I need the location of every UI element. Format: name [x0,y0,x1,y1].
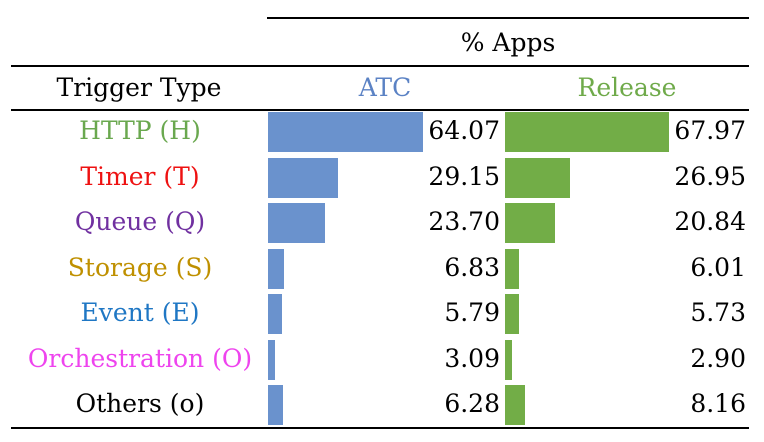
row-label-event-e: Event (E) [80,298,200,327]
bar-release-orchestration-o [505,339,512,380]
value-release-http-h: 67.97 [674,116,746,145]
value-atc-storage-s: 6.83 [444,252,500,282]
row-label-http-h: HTTP (H) [79,116,201,145]
top-rule [267,17,749,19]
value-atc-orchestration-o: 3.09 [444,343,500,373]
value-release-queue-q: 20.84 [674,207,746,236]
bar-release-timer-t [505,157,570,198]
row-label-storage-s: Storage (S) [67,252,213,282]
row-label-orchestration-o: Orchestration (O) [27,343,253,373]
value-release-timer-t: 26.95 [674,161,746,191]
row-label-others-o: Others (o) [75,389,205,418]
value-release-event-e: 5.73 [690,298,746,327]
table-title: % Apps [460,28,556,57]
bar-atc-event-e [268,294,282,334]
subheader-rule [11,109,749,111]
value-atc-queue-q: 23.70 [428,207,500,236]
series-header-atc: ATC [358,73,412,102]
bar-release-event-e [505,294,519,334]
bar-atc-storage-s [268,248,285,289]
row-label-timer-t: Timer (T) [80,161,200,191]
bar-atc-orchestration-o [268,339,276,380]
bar-atc-queue-q [268,203,326,243]
row-label-queue-q: Queue (Q) [74,207,206,236]
header-rule [11,65,749,67]
bar-release-others-o [505,385,525,425]
row-header: Trigger Type [56,73,222,102]
value-release-storage-s: 6.01 [690,252,746,282]
value-release-others-o: 8.16 [690,389,746,418]
value-atc-timer-t: 29.15 [428,161,500,191]
value-atc-others-o: 6.28 [444,389,500,418]
value-atc-event-e: 5.79 [444,298,500,327]
bar-atc-http-h [268,112,423,152]
value-atc-http-h: 64.07 [428,116,500,145]
bar-atc-timer-t [268,157,339,198]
bar-atc-others-o [268,385,284,425]
series-header-release: Release [577,73,677,102]
bar-release-queue-q [505,203,556,243]
bar-release-http-h [505,112,669,152]
value-release-orchestration-o: 2.90 [690,343,746,373]
bottom-rule [11,427,749,429]
bar-release-storage-s [505,248,520,289]
